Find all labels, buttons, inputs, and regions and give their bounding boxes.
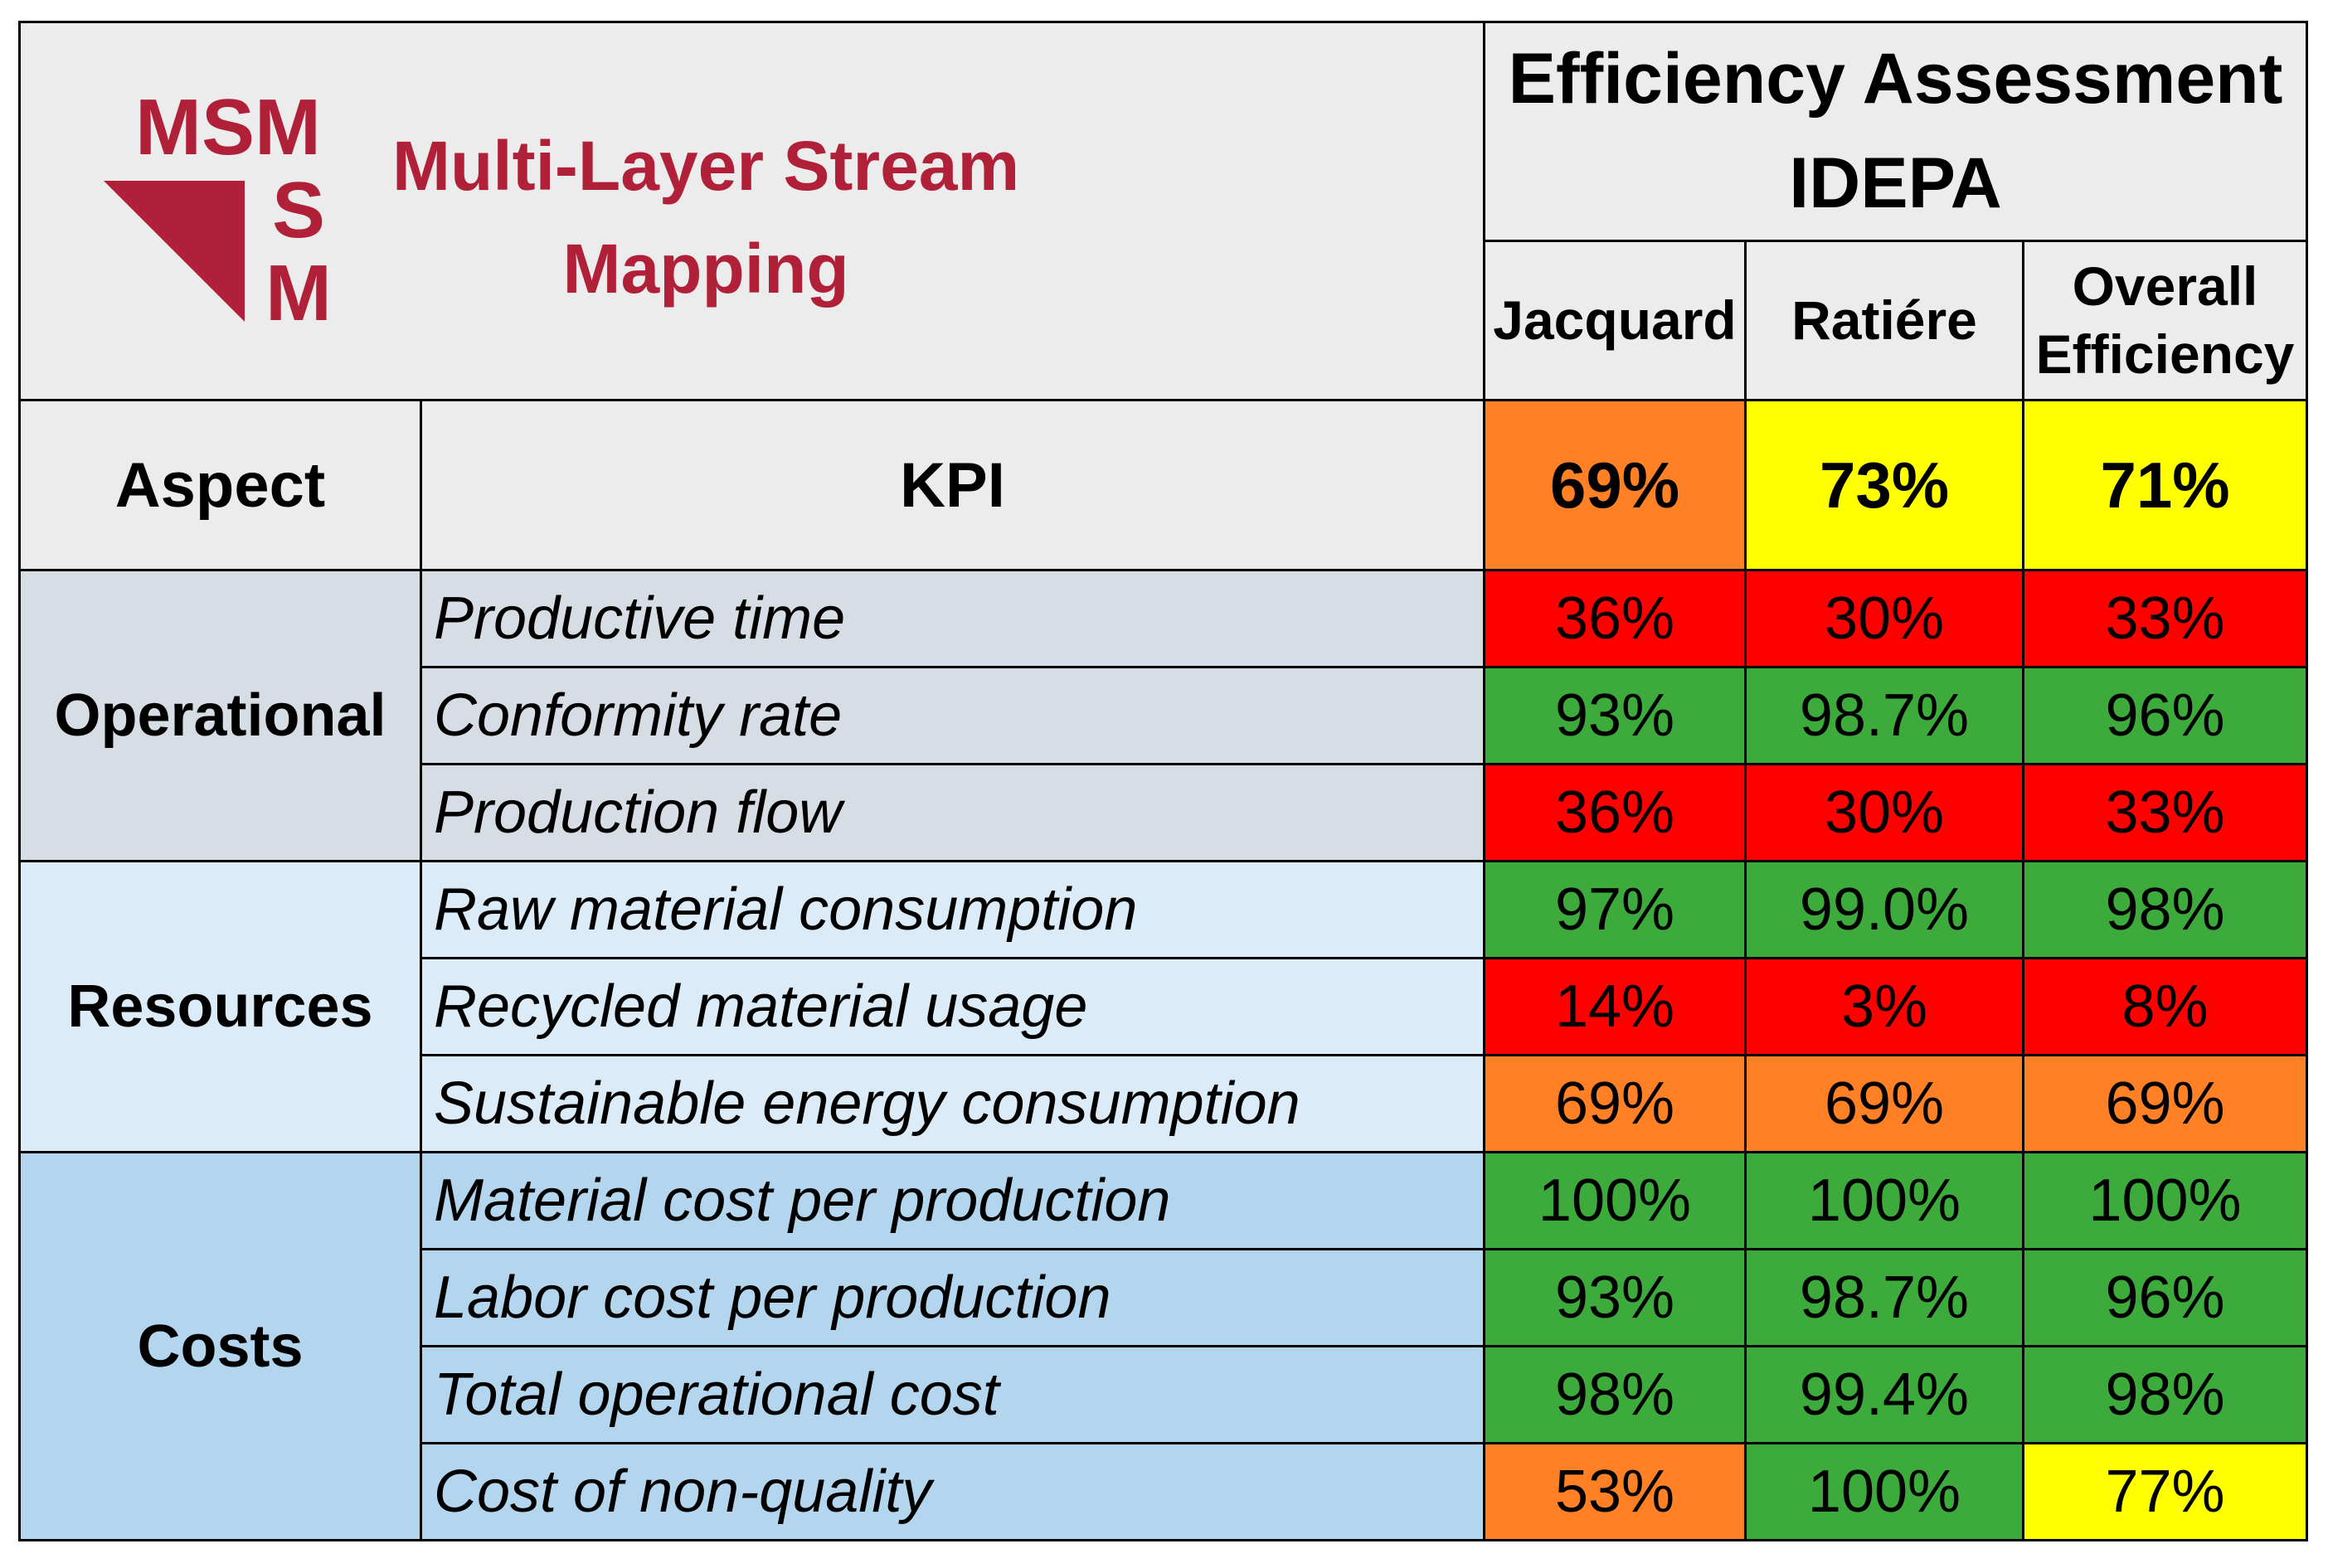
msm-logo-mark: MSM S M <box>104 90 332 337</box>
kpi-label: Productive time <box>420 569 1485 668</box>
logo-mark-line-2: S <box>272 166 325 255</box>
column-header-overall-line-2: Efficiency <box>2035 323 2295 386</box>
header-row-top: MSM S M Multi-Layer Stream Mapping Effic… <box>18 21 2308 401</box>
kpi-label: Conformity rate <box>420 666 1485 765</box>
value-cell-jacquard: 93% <box>1483 666 1747 765</box>
column-header-overall-line-1: Overall <box>2072 255 2258 318</box>
table-row: Labor cost per production 93% 98.7% 96% <box>20 1248 2308 1347</box>
value-cell-jacquard: 36% <box>1483 763 1747 862</box>
value-cell-jacquard: 100% <box>1483 1151 1747 1250</box>
kpi-label: Total operational cost <box>420 1345 1485 1444</box>
table-row: Resources Raw material consumption 97% 99.0… <box>18 860 2308 1153</box>
value-cell-overall: 96% <box>2022 1248 2308 1347</box>
table-row: Production flow 36% 30% 33% <box>20 763 2308 862</box>
logo-title-line-2: Mapping <box>562 230 849 308</box>
column-header-jacquard-label: Jacquard <box>1493 289 1737 352</box>
value-cell-ratiere: 99.4% <box>1744 1345 2024 1444</box>
value-cell-overall: 69% <box>2022 1054 2308 1153</box>
assessment-title-line-2: IDEPA <box>1789 143 2002 224</box>
value-cell-jacquard: 98% <box>1483 1345 1747 1444</box>
table-row: Sustainable energy consumption 69% 69% 69% <box>20 1054 2308 1153</box>
msm-logo: MSM S M Multi-Layer Stream Mapping <box>104 90 1099 338</box>
kpi-label: Raw material consumption <box>420 860 1485 959</box>
assessment-title: Efficiency Assessment IDEPA <box>1483 21 2308 242</box>
value-cell-overall: 98% <box>2022 860 2308 959</box>
header-row-columns: Jacquard Ratiére Overall Efficiency <box>20 239 2308 402</box>
value-cell-ratiere: 100% <box>1744 1442 2024 1541</box>
value-cell-overall: 33% <box>2022 569 2308 668</box>
summary-row: Aspect KPI 69% 73% 71% <box>18 399 2308 571</box>
logo-title: Multi-Layer Stream Mapping <box>392 114 1019 320</box>
value-cell-ratiere: 98.7% <box>1744 666 2024 765</box>
aspect-header: Aspect <box>18 399 422 571</box>
value-cell-overall: 77% <box>2022 1442 2308 1541</box>
value-cell-jacquard: 69% <box>1483 1054 1747 1153</box>
value-cell-ratiere: 99.0% <box>1744 860 2024 959</box>
kpi-header: KPI <box>420 399 1485 571</box>
kpi-label: Cost of non-quality <box>420 1442 1485 1541</box>
summary-jacquard: 69% <box>1483 399 1747 571</box>
value-cell-jacquard: 36% <box>1483 569 1747 668</box>
assessment-title-line-1: Efficiency Assessment <box>1508 39 2283 119</box>
value-cell-jacquard: 93% <box>1483 1248 1747 1347</box>
kpi-label: Material cost per production <box>420 1151 1485 1250</box>
column-header-jacquard: Jacquard <box>1483 239 1747 402</box>
value-cell-overall: 33% <box>2022 763 2308 862</box>
column-header-ratiere: Ratiére <box>1744 239 2024 402</box>
kpi-efficiency-table: MSM S M Multi-Layer Stream Mapping Effic… <box>18 21 2308 1541</box>
column-header-overall: Overall Efficiency <box>2022 239 2308 402</box>
kpi-label: Labor cost per production <box>420 1248 1485 1347</box>
value-cell-ratiere: 98.7% <box>1744 1248 2024 1347</box>
column-header-ratiere-label: Ratiére <box>1791 289 1977 352</box>
value-cell-overall: 96% <box>2022 666 2308 765</box>
value-cell-ratiere: 100% <box>1744 1151 2024 1250</box>
value-cell-overall: 98% <box>2022 1345 2308 1444</box>
value-cell-ratiere: 30% <box>1744 569 2024 668</box>
aspect-operational: Operational <box>18 569 422 862</box>
table-row: Operational Productive time 36% 30% 33% <box>18 569 2308 862</box>
aspect-resources: Resources <box>18 860 422 1153</box>
table-row: Conformity rate 93% 98.7% 96% <box>20 666 2308 765</box>
table-row: Cost of non-quality 53% 100% 77% <box>20 1442 2308 1541</box>
table-row: Recycled material usage 14% 3% 8% <box>20 957 2308 1056</box>
summary-overall: 71% <box>2022 399 2308 571</box>
value-cell-ratiere: 3% <box>1744 957 2024 1056</box>
kpi-label: Recycled material usage <box>420 957 1485 1056</box>
logo-cell: MSM S M Multi-Layer Stream Mapping <box>18 21 1485 401</box>
value-cell-jacquard: 97% <box>1483 860 1747 959</box>
value-cell-jacquard: 14% <box>1483 957 1747 1056</box>
logo-mark-line-1: MSM <box>135 90 321 172</box>
value-cell-ratiere: 30% <box>1744 763 2024 862</box>
logo-mark-line-3: M <box>265 249 332 337</box>
logo-title-line-1: Multi-Layer Stream <box>392 127 1020 205</box>
kpi-label: Sustainable energy consumption <box>420 1054 1485 1153</box>
value-cell-ratiere: 69% <box>1744 1054 2024 1153</box>
value-cell-overall: 100% <box>2022 1151 2308 1250</box>
value-cell-overall: 8% <box>2022 957 2308 1056</box>
table-row: Costs Material cost per production 100% 100… <box>18 1151 2308 1541</box>
value-cell-jacquard: 53% <box>1483 1442 1747 1541</box>
kpi-label: Production flow <box>420 763 1485 862</box>
summary-ratiere: 73% <box>1744 399 2024 571</box>
aspect-costs: Costs <box>18 1151 422 1541</box>
table-row: Total operational cost 98% 99.4% 98% <box>20 1345 2308 1444</box>
